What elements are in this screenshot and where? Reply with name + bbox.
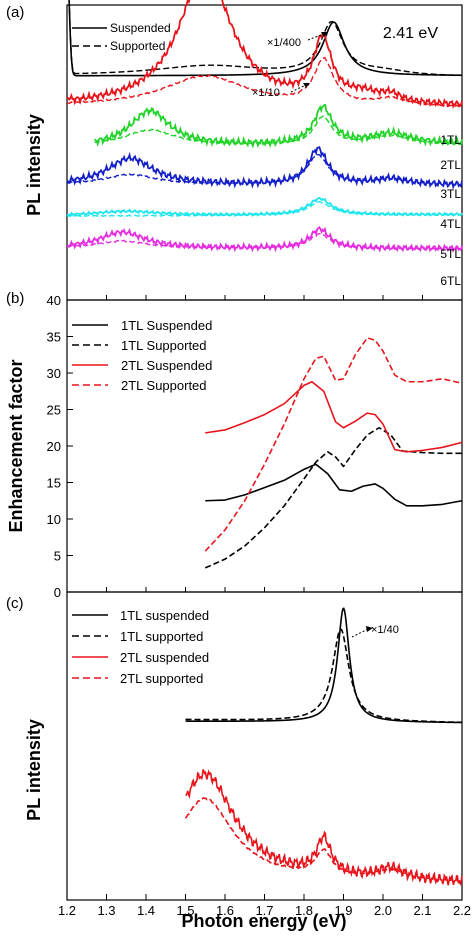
b-2tl-suspended-line bbox=[205, 380, 463, 453]
panel-c-label: (c) bbox=[6, 595, 24, 612]
panel-c-legend: 1TL suspended 1TL supported 2TL suspende… bbox=[72, 608, 209, 686]
b-ytick-label-40: 40 bbox=[47, 293, 61, 308]
xtick-label-1.7: 1.7 bbox=[255, 903, 273, 918]
legend-c-2tl-suspended-label: 2TL suspended bbox=[120, 650, 209, 665]
xtick-label-1.4: 1.4 bbox=[137, 903, 155, 918]
panel-b-yticks: 0 5 10 15 20 25 30 35 40 bbox=[47, 293, 73, 600]
panel-c-scale-note-arrow bbox=[351, 628, 369, 638]
a-3TL-supported-line bbox=[94, 115, 463, 146]
panel-b-ylabel: Enhancement factor bbox=[6, 359, 26, 532]
b-ytick-label-20: 20 bbox=[47, 439, 61, 454]
a-1TL-suspended-line bbox=[68, 0, 463, 77]
panel-c-ylabel: PL intensity bbox=[24, 719, 44, 821]
b-ytick-label-25: 25 bbox=[47, 403, 61, 418]
layer-label-5TL: 5TL bbox=[440, 247, 461, 261]
b-1tl-supported-line bbox=[204, 426, 462, 569]
panel-c-curves bbox=[184, 607, 463, 887]
panel-b-label: (b) bbox=[6, 290, 24, 307]
b-ytick-label-35: 35 bbox=[47, 330, 61, 345]
b-2tl-supported-line bbox=[204, 337, 463, 552]
xtick-label-2.1: 2.1 bbox=[413, 903, 431, 918]
layer-label-6TL: 6TL bbox=[440, 274, 461, 288]
panel-a-label: (a) bbox=[6, 4, 24, 21]
c-2tl-suspended-line bbox=[185, 769, 463, 887]
legend-b-1tl-supported-label: 1TL Supported bbox=[121, 338, 207, 353]
layer-label-3TL: 3TL bbox=[440, 187, 461, 201]
b-1tl-suspended-line bbox=[205, 463, 463, 507]
b-ytick-label-30: 30 bbox=[47, 366, 61, 381]
legend-b-2tl-supported-label: 2TL Supported bbox=[121, 378, 207, 393]
layer-label-1TL: 1TL bbox=[440, 133, 461, 147]
panel-a-ylabel: PL intensity bbox=[24, 114, 44, 216]
x-axis-ticks: 1.2 1.3 1.4 1.5 1.6 1.7 1.8 1.9 2.0 2.1 2.2 bbox=[58, 295, 471, 918]
legend-c-1tl-supported-label: 1TL supported bbox=[120, 629, 203, 644]
xtick-label-1.6: 1.6 bbox=[216, 903, 234, 918]
layer-label-2TL: 2TL bbox=[440, 158, 461, 172]
a-4TL-suspended-line bbox=[66, 145, 463, 190]
a-2TL-supported-line bbox=[66, 56, 463, 108]
b-ytick-label-0: 0 bbox=[54, 585, 61, 600]
panel-a-scale-note-10: ×1/10 bbox=[252, 87, 280, 99]
panel-a-annotation: 2.41 eV bbox=[383, 25, 438, 42]
panel-a-curves bbox=[66, 0, 463, 253]
legend-b-2tl-suspended-label: 2TL Suspended bbox=[121, 358, 212, 373]
xtick-label-1.2: 1.2 bbox=[58, 903, 76, 918]
xtick-label-1.8: 1.8 bbox=[295, 903, 313, 918]
xtick-label-2.2: 2.2 bbox=[453, 903, 471, 918]
panel-a: (a) PL intensity 2.41 eV ×1/400 ×1/10 Su… bbox=[6, 0, 463, 301]
panel-a-scale-note-10-arrowhead bbox=[303, 83, 310, 88]
c-1tl-supported-line bbox=[185, 628, 463, 724]
legend-a-suspended-label: Suspended bbox=[110, 21, 171, 35]
panel-c: (c) PL intensity ×1/40 1TL suspended 1TL… bbox=[6, 295, 471, 931]
a-3TL-suspended-line bbox=[93, 103, 463, 149]
xtick-label-1.5: 1.5 bbox=[176, 903, 194, 918]
xtick-label-1.3: 1.3 bbox=[97, 903, 115, 918]
panel-c-scale-note: ×1/40 bbox=[371, 624, 399, 636]
c-2tl-supported-line bbox=[184, 796, 463, 883]
panel-a-legend: Suspended Supported bbox=[72, 21, 171, 53]
panel-a-scale-note-400-arrowhead bbox=[321, 32, 328, 37]
a-2TL-suspended-line bbox=[66, 0, 463, 110]
legend-b-1tl-suspended-label: 1TL Suspended bbox=[121, 318, 212, 333]
legend-c-2tl-supported-label: 2TL supported bbox=[120, 671, 203, 686]
xtick-label-2.0: 2.0 bbox=[374, 903, 392, 918]
panel-a-scale-note-400: ×1/400 bbox=[267, 37, 301, 49]
legend-c-1tl-suspended-label: 1TL suspended bbox=[120, 608, 209, 623]
xtick-label-1.9: 1.9 bbox=[334, 903, 352, 918]
c-1tl-suspended-line bbox=[185, 607, 463, 724]
a-6TL-suspended-line bbox=[66, 225, 463, 253]
panel-c-scale-note-arrowhead bbox=[366, 626, 373, 632]
b-ytick-label-15: 15 bbox=[47, 476, 61, 491]
a-1TL-supported-line bbox=[68, 0, 463, 77]
b-ytick-label-5: 5 bbox=[54, 549, 61, 564]
panel-b-legend: 1TL Suspended 1TL Supported 2TL Suspende… bbox=[72, 318, 212, 393]
panel-b-curves bbox=[204, 337, 463, 569]
layer-label-4TL: 4TL bbox=[440, 217, 461, 231]
a-5TL-suspended-line bbox=[66, 196, 463, 218]
legend-a-supported-label: Supported bbox=[110, 39, 165, 53]
panel-a-scale-note-10-arrow bbox=[290, 83, 309, 93]
b-ytick-label-10: 10 bbox=[47, 512, 61, 527]
x-axis-label: Photon energy (eV) bbox=[181, 911, 346, 931]
